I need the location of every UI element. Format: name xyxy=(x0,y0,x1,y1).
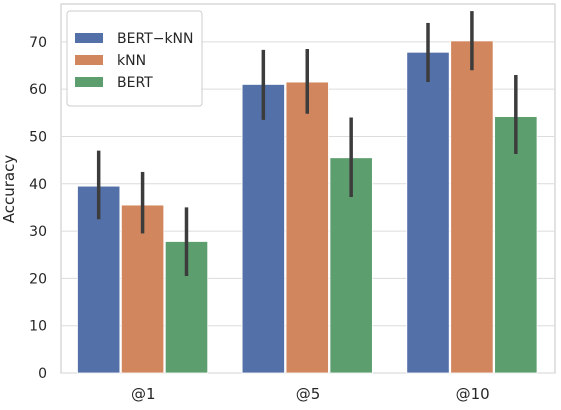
y-tick-label: 60 xyxy=(29,82,47,98)
x-tick-label: @5 xyxy=(296,385,321,403)
legend-label: kNN xyxy=(117,53,146,69)
bar xyxy=(241,84,285,374)
bar xyxy=(285,81,329,374)
legend-label: BERT−kNN xyxy=(117,31,194,47)
legend-swatch xyxy=(75,77,103,87)
bar xyxy=(406,51,450,374)
legend-swatch xyxy=(75,33,103,43)
bar xyxy=(494,116,538,374)
y-tick-label: 20 xyxy=(29,271,47,287)
y-tick-label: 0 xyxy=(38,366,47,382)
y-tick-labels: 0 10 20 30 40 50 60 70 xyxy=(29,35,47,382)
x-tick-labels: @1 @5 @10 xyxy=(131,385,490,403)
error-bars xyxy=(96,11,518,277)
y-tick-label: 40 xyxy=(29,177,47,193)
y-tick-label: 70 xyxy=(29,35,47,51)
x-tick-label: @1 xyxy=(131,385,156,403)
bar xyxy=(450,40,494,374)
y-tick-label: 10 xyxy=(29,319,47,335)
bar xyxy=(164,241,209,374)
y-axis-label: Accuracy xyxy=(0,155,18,224)
y-tick-label: 30 xyxy=(29,224,47,240)
x-tick-label: @10 xyxy=(456,385,490,403)
legend: BERT−kNN kNN BERT xyxy=(66,10,203,107)
legend-swatch xyxy=(75,55,103,65)
legend-label: BERT xyxy=(117,75,153,91)
y-tick-label: 50 xyxy=(29,129,47,145)
